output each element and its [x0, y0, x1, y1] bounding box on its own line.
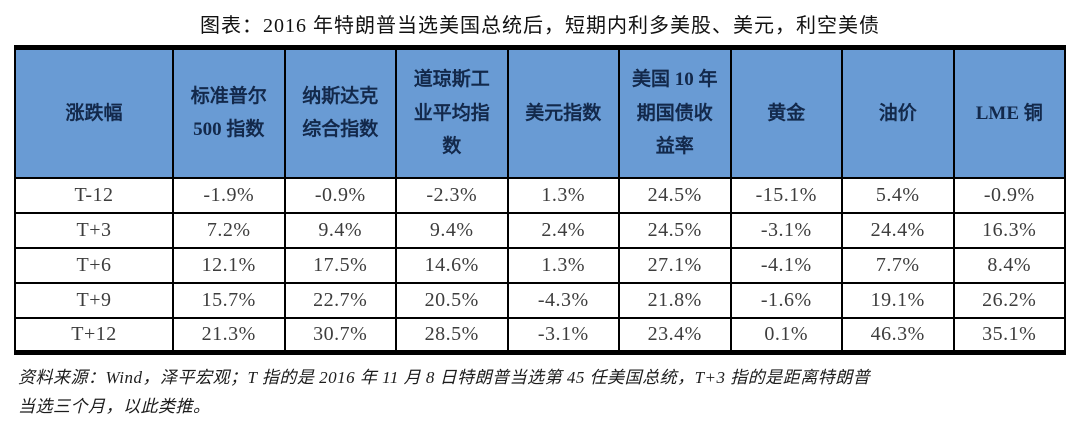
- column-header: 美国 10 年期国债收益率: [618, 46, 732, 179]
- value-cell: 20.5%: [395, 281, 509, 319]
- row-label-cell: T+6: [14, 246, 174, 284]
- page-title: 图表：2016 年特朗普当选美国总统后，短期内利多美股、美元，利空美债: [200, 15, 880, 37]
- table-row: T+9 15.7% 22.7% 20.5% -4.3% 21.8% -1.6% 19.1% 26…: [14, 281, 1066, 319]
- value-cell: 9.4%: [395, 211, 509, 249]
- value-cell: 26.2%: [952, 281, 1066, 319]
- value-cell: 24.5%: [618, 176, 732, 214]
- value-cell: 16.3%: [952, 211, 1066, 249]
- table-row: T+12 21.3% 30.7% 28.5% -3.1% 23.4% 0.1% 46.3% 35…: [14, 316, 1066, 354]
- value-cell: -3.1%: [506, 316, 620, 354]
- column-header: 纳斯达克综合指数: [283, 46, 397, 179]
- source-note-line1: 资料来源：Wind，泽平宏观；T 指的是 2016 年 11 月 8 日特朗普当…: [18, 368, 871, 387]
- value-cell: -1.9%: [172, 176, 286, 214]
- value-cell: 0.1%: [729, 316, 843, 354]
- value-cell: -4.3%: [506, 281, 620, 319]
- column-header: 美元指数: [506, 46, 620, 179]
- value-cell: 7.2%: [172, 211, 286, 249]
- table-row: T+3 7.2% 9.4% 9.4% 2.4% 24.5% -3.1% 24.4% 16.3%: [14, 211, 1066, 249]
- value-cell: -15.1%: [729, 176, 843, 214]
- value-cell: 46.3%: [841, 316, 955, 354]
- value-cell: -4.1%: [729, 246, 843, 284]
- value-cell: 24.4%: [841, 211, 955, 249]
- value-cell: 28.5%: [395, 316, 509, 354]
- value-cell: 35.1%: [952, 316, 1066, 354]
- value-cell: -3.1%: [729, 211, 843, 249]
- table-row: T-12 -1.9% -0.9% -2.3% 1.3% 24.5% -15.1% 5.4% -0…: [14, 176, 1066, 214]
- table-container: 涨跌幅 标准普尔 500 指数 纳斯达克综合指数 道琼斯工业平均指数 美元指数 美国 10…: [14, 45, 1066, 355]
- value-cell: 14.6%: [395, 246, 509, 284]
- column-header: 道琼斯工业平均指数: [395, 46, 509, 179]
- value-cell: 27.1%: [618, 246, 732, 284]
- value-cell: 5.4%: [841, 176, 955, 214]
- source-note-line2: 当选三个月，以此类推。: [18, 396, 211, 416]
- value-cell: -2.3%: [395, 176, 509, 214]
- column-header: 黄金: [729, 46, 843, 179]
- value-cell: 1.3%: [506, 176, 620, 214]
- column-header: LME 铜: [952, 46, 1066, 179]
- value-cell: 15.7%: [172, 281, 286, 319]
- table-header: 涨跌幅 标准普尔 500 指数 纳斯达克综合指数 道琼斯工业平均指数 美元指数 美国 10…: [14, 46, 1066, 179]
- value-cell: 24.5%: [618, 211, 732, 249]
- value-cell: 21.3%: [172, 316, 286, 354]
- value-cell: 9.4%: [283, 211, 397, 249]
- value-cell: 21.8%: [618, 281, 732, 319]
- value-cell: -1.6%: [729, 281, 843, 319]
- value-cell: 30.7%: [283, 316, 397, 354]
- value-cell: 7.7%: [841, 246, 955, 284]
- value-cell: 19.1%: [841, 281, 955, 319]
- value-cell: 12.1%: [172, 246, 286, 284]
- value-cell: 8.4%: [952, 246, 1066, 284]
- value-cell: 23.4%: [618, 316, 732, 354]
- row-label-cell: T+9: [14, 281, 174, 319]
- header-row: 涨跌幅 标准普尔 500 指数 纳斯达克综合指数 道琼斯工业平均指数 美元指数 美国 10…: [14, 46, 1066, 179]
- value-cell: 22.7%: [283, 281, 397, 319]
- table-body: T-12 -1.9% -0.9% -2.3% 1.3% 24.5% -15.1% 5.4% -0…: [14, 176, 1066, 354]
- row-label-column-header: 涨跌幅: [14, 46, 174, 179]
- row-label-cell: T+12: [14, 316, 174, 354]
- value-cell: -0.9%: [952, 176, 1066, 214]
- table-row: T+6 12.1% 17.5% 14.6% 1.3% 27.1% -4.1% 7.7% 8.4%: [14, 246, 1066, 284]
- column-header: 标准普尔 500 指数: [172, 46, 286, 179]
- value-cell: 2.4%: [506, 211, 620, 249]
- source-note: 资料来源：Wind，泽平宏观；T 指的是 2016 年 11 月 8 日特朗普当…: [18, 364, 1062, 421]
- row-label-cell: T+3: [14, 211, 174, 249]
- column-header: 油价: [841, 46, 955, 179]
- row-label-cell: T-12: [14, 176, 174, 214]
- value-cell: 17.5%: [283, 246, 397, 284]
- value-cell: 1.3%: [506, 246, 620, 284]
- data-table: 涨跌幅 标准普尔 500 指数 纳斯达克综合指数 道琼斯工业平均指数 美元指数 美国 10…: [14, 45, 1066, 355]
- value-cell: -0.9%: [283, 176, 397, 214]
